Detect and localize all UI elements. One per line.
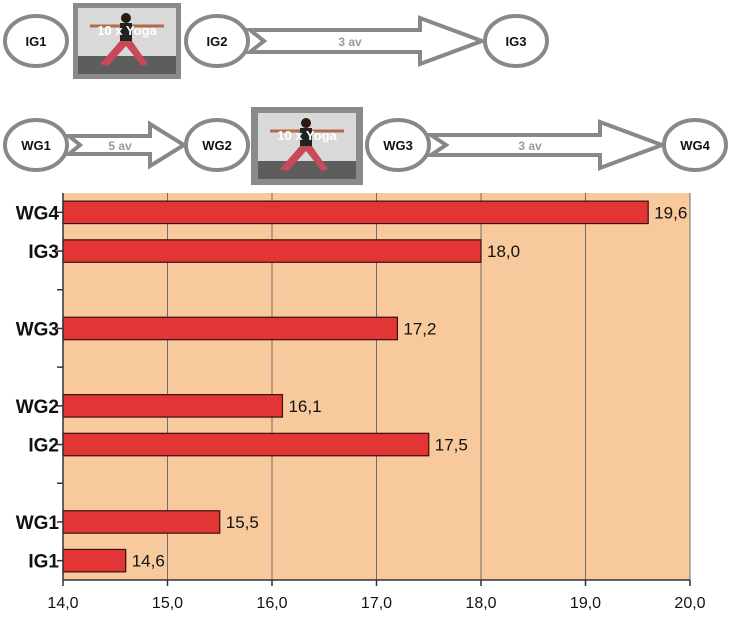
node-wg2-label: WG2	[202, 138, 232, 153]
node-wg3	[365, 118, 431, 172]
yoga-label-wg: 10 x Yoga	[277, 128, 337, 143]
node-ig2	[184, 14, 250, 68]
arrow-ig-label: 3 av	[338, 35, 362, 49]
arrow-wg1-wg2	[63, 120, 188, 170]
bar-value-labels: 19,6 18,0 17,2 16,1 17,5 15,5 14,6	[132, 203, 688, 570]
arrow-wg1-label: 5 av	[108, 139, 132, 153]
x-tick-label: 20,0	[674, 595, 705, 612]
flow-wg: WG1 5 av WG2 10 x Yoga WG3 3 av WG4	[3, 107, 728, 185]
category-label: WG4	[16, 203, 60, 224]
arrow-wg2-label: 3 av	[518, 139, 542, 153]
x-axis-ticks	[62, 580, 691, 586]
node-ig3-label: IG3	[506, 34, 527, 49]
x-tick-labels: 14,0 15,0 16,0 17,0 18,0 19,0 20,0	[47, 595, 705, 612]
node-ig1-label: IG1	[26, 34, 47, 49]
category-label: WG1	[16, 513, 60, 534]
category-labels: WG4 IG3 WG3 WG2 IG2 WG1 IG1	[16, 203, 60, 572]
node-wg1-label: WG1	[21, 138, 51, 153]
bar-chart: 19,618,017,216,117,515,514,6 WG4IG3WG3WG…	[16, 193, 706, 612]
x-tick-label: 15,0	[152, 595, 183, 612]
y-axis-ticks	[57, 211, 63, 562]
node-wg1	[3, 118, 69, 172]
node-ig2-label: IG2	[207, 34, 228, 49]
category-label: IG2	[28, 436, 59, 457]
bar	[62, 548, 127, 573]
bar-value-label: 17,5	[435, 436, 468, 455]
bar	[62, 200, 649, 225]
x-tick-label: 14,0	[47, 595, 78, 612]
node-ig1	[3, 14, 69, 68]
bar-value-label: 16,1	[288, 397, 321, 416]
bar	[62, 432, 430, 457]
bar	[62, 239, 482, 263]
bar-value-label: 19,6	[654, 203, 687, 222]
bar-value-label: 15,5	[226, 513, 259, 532]
node-ig3	[483, 14, 549, 68]
x-tick-label: 18,0	[465, 595, 496, 612]
bar	[62, 394, 284, 418]
bar	[62, 316, 398, 341]
bar	[62, 510, 221, 534]
x-tick-label: 19,0	[570, 595, 601, 612]
bars	[62, 200, 649, 573]
node-wg4-label: WG4	[680, 138, 710, 153]
arrow-ig2-ig3	[244, 15, 488, 67]
category-label: WG2	[16, 397, 59, 418]
flow-ig: IG1 10 x Yoga IG2 3 av IG3	[3, 3, 549, 79]
x-tick-label: 16,0	[256, 595, 287, 612]
yoga-label-ig: 10 x Yoga	[97, 23, 157, 38]
arrow-wg3-wg4	[424, 119, 668, 171]
category-label: IG3	[28, 242, 59, 263]
bar-value-label: 14,6	[132, 552, 165, 571]
yoga-box-ig: 10 x Yoga	[73, 3, 181, 79]
yoga-box-wg: 10 x Yoga	[251, 107, 363, 185]
node-wg2	[184, 118, 250, 172]
bar-value-label: 17,2	[403, 319, 436, 338]
node-wg4	[662, 118, 728, 172]
node-wg3-label: WG3	[383, 138, 413, 153]
category-label: WG3	[16, 319, 59, 340]
bar-value-label: 18,0	[487, 242, 520, 261]
x-tick-label: 17,0	[361, 595, 392, 612]
category-label: IG1	[28, 552, 59, 573]
